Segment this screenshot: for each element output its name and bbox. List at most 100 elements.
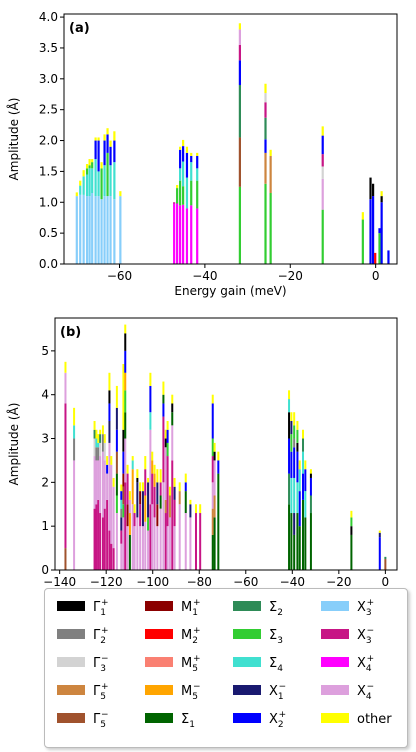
bar-segment-X2p bbox=[288, 438, 291, 474]
panel-b: −140−120−100−80−60−40−200012345Energy ga… bbox=[6, 317, 398, 588]
legend-item-M2p: M2+ bbox=[145, 626, 201, 646]
bar-segment-other bbox=[166, 420, 169, 430]
bar-segment-X4p bbox=[182, 204, 185, 264]
bar-segment-X2p bbox=[149, 385, 152, 413]
bar-segment-X2p bbox=[293, 447, 296, 478]
bar-segment-other bbox=[73, 407, 76, 426]
bar-segment-other bbox=[184, 473, 187, 483]
bar-segment-other bbox=[88, 159, 91, 166]
bar-segment-X1m bbox=[108, 420, 111, 443]
legend-item-X3m: X3− bbox=[321, 626, 374, 646]
y-tick-label: 4.0 bbox=[39, 10, 58, 24]
bar-segment-X2p bbox=[166, 429, 169, 443]
bar-segment-X2p bbox=[179, 149, 182, 169]
bar-segment-other bbox=[75, 192, 78, 197]
bar-segment-other bbox=[196, 152, 199, 156]
bar-segment-other bbox=[156, 469, 159, 483]
bar-segment-G5p bbox=[264, 152, 267, 184]
bar-segment-G1p bbox=[171, 403, 174, 413]
bar-segment-X3m bbox=[103, 508, 106, 570]
x-axis-label: Energy gain (meV) bbox=[174, 284, 286, 298]
bar-segment-X3m bbox=[95, 504, 98, 570]
bar-segment-X4m bbox=[99, 456, 102, 514]
bar-segment-M5m bbox=[128, 513, 131, 535]
bar-segment-other bbox=[168, 486, 171, 496]
legend-swatch bbox=[57, 601, 85, 611]
bar-segment-X3p bbox=[88, 196, 91, 264]
bar-segment-G5m bbox=[238, 137, 241, 187]
bar-segment-Sigma3 bbox=[269, 193, 272, 264]
legend-label: other bbox=[357, 712, 392, 727]
bar-segment-G5p bbox=[168, 495, 171, 518]
legend-swatch bbox=[233, 657, 261, 667]
legend-swatch bbox=[145, 601, 173, 611]
bar-segment-Sigma4 bbox=[179, 168, 182, 181]
bar-segment-X2p bbox=[185, 152, 189, 178]
bar-segment-X3m bbox=[108, 530, 111, 570]
y-tick-label: 0.0 bbox=[39, 257, 58, 271]
bar-segment-other bbox=[147, 477, 150, 483]
bar-segment-X4m bbox=[115, 513, 118, 570]
bar-segment-Sigma1 bbox=[128, 534, 131, 570]
bar-segment-Sigma2 bbox=[93, 429, 96, 439]
bar-segment-M5m bbox=[151, 460, 154, 474]
bar-segment-Sigma4 bbox=[185, 177, 189, 209]
bar-segment-other bbox=[97, 434, 100, 443]
bar-segment-G1p bbox=[350, 526, 353, 535]
legend-swatch bbox=[321, 601, 349, 611]
bar-segment-other bbox=[94, 137, 97, 141]
figure: −60 −40 −20 0 0.0 0.5 1.0 1.5 2.0 2.5 3.0 3.5 4.0 Ene… bbox=[6, 10, 398, 588]
bar-segment-X4m bbox=[173, 526, 176, 570]
y-tick-label: 3.0 bbox=[39, 72, 58, 86]
bar-segment-G3m bbox=[93, 438, 96, 457]
bar-segment-other bbox=[213, 442, 216, 452]
y-tick-label: 4 bbox=[41, 388, 49, 402]
bar-segment-Sigma3 bbox=[361, 219, 364, 264]
bar-segment-X2p bbox=[369, 199, 372, 264]
bar-segment-G1p bbox=[380, 196, 383, 203]
legend-swatch bbox=[57, 713, 85, 723]
bar-segment-G1p bbox=[122, 429, 125, 452]
bar-segment-G5m bbox=[64, 548, 67, 570]
bar-segment-Sigma4 bbox=[113, 162, 116, 200]
bar-segment-X3m bbox=[211, 456, 214, 483]
bar-segment-other bbox=[109, 140, 112, 147]
bar-segment-G1p bbox=[213, 451, 216, 461]
bar-segment-X3p bbox=[82, 194, 85, 264]
bar-segment-Sigma1 bbox=[298, 526, 301, 570]
legend-swatch bbox=[145, 713, 173, 723]
legend-item-G3m: Γ3− bbox=[57, 654, 109, 674]
bar-segment-X4m bbox=[144, 521, 147, 570]
bar-segment-Sigma4 bbox=[120, 499, 123, 509]
legend-swatch bbox=[233, 629, 261, 639]
bar-segment-X4m bbox=[162, 482, 165, 570]
bar-segment-X3m bbox=[173, 499, 176, 527]
bar-segment-other bbox=[350, 510, 353, 518]
bar-segment-X4m bbox=[120, 543, 123, 570]
legend-label: Γ5− bbox=[93, 710, 109, 730]
bar-segment-M5m bbox=[124, 372, 127, 391]
legend-label: M5+ bbox=[181, 654, 201, 674]
legend-item-M5p: M5+ bbox=[145, 654, 201, 674]
legend-label: Γ2+ bbox=[93, 626, 109, 646]
bar-segment-other bbox=[194, 504, 197, 514]
bar-segment-Sigma3 bbox=[91, 162, 94, 169]
bar-segment-G1p bbox=[309, 473, 312, 478]
bar-segment-X3m bbox=[64, 403, 67, 549]
bar-segment-X3m bbox=[166, 456, 169, 527]
bar-segment-other bbox=[133, 504, 136, 514]
bar-segment-G5p bbox=[269, 155, 272, 194]
bar-segment-X3m bbox=[133, 513, 136, 527]
bar-segment-Sigma1 bbox=[302, 499, 305, 570]
y-axis-label: Amplitude (Å) bbox=[6, 403, 21, 486]
bar-segment-G5p bbox=[211, 508, 214, 535]
bar-segment-other bbox=[106, 128, 109, 135]
bar-segment-X2p bbox=[106, 464, 109, 474]
bar-segment-Sigma3 bbox=[378, 233, 381, 264]
bar-segment-X1m bbox=[173, 486, 176, 500]
legend-label: Γ3− bbox=[93, 654, 109, 674]
bar-segment-Sigma4 bbox=[293, 477, 296, 514]
legend-label: Σ1 bbox=[181, 712, 195, 730]
bar-segment-other bbox=[82, 170, 85, 177]
bar-segment-Sigma3 bbox=[106, 152, 109, 197]
